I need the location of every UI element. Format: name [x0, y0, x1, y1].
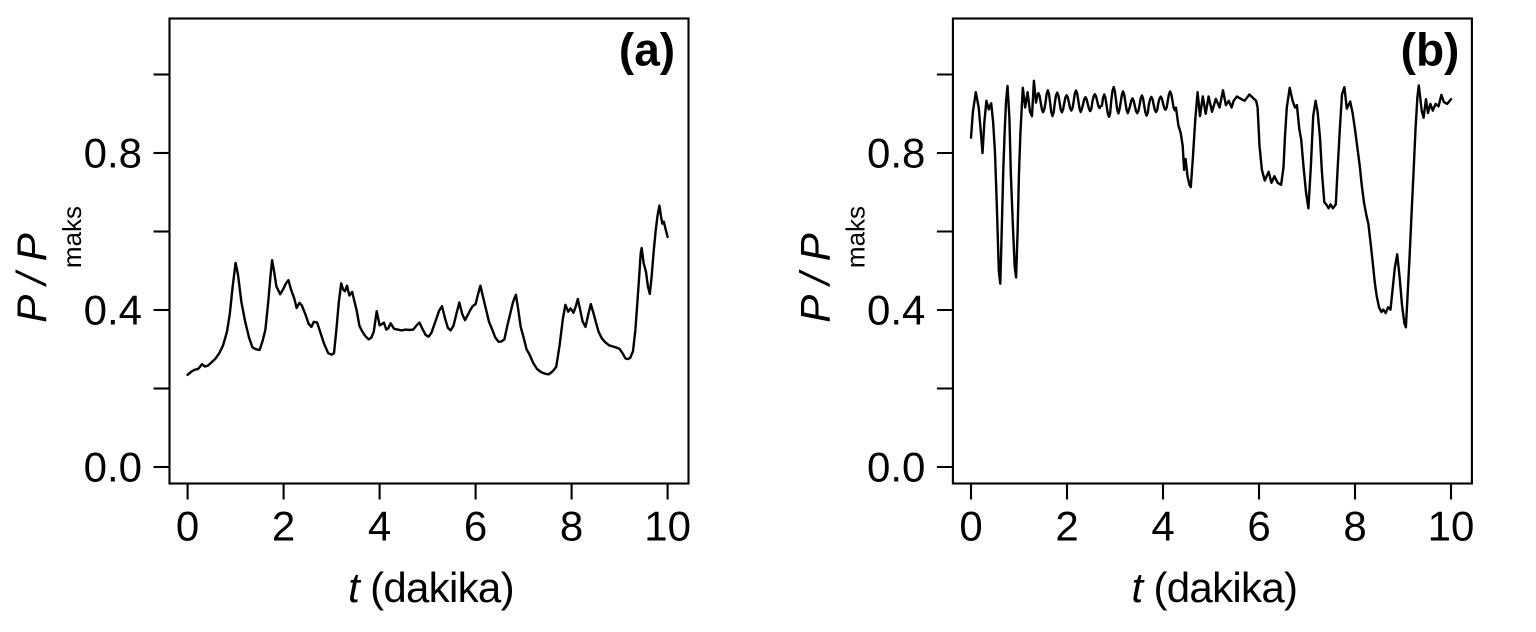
svg-text:t (dakika): t (dakika) [1132, 564, 1298, 611]
svg-text:6: 6 [464, 503, 487, 550]
svg-text:P / P: P / P [8, 233, 55, 322]
svg-text:8: 8 [560, 503, 583, 550]
svg-text:10: 10 [1428, 503, 1475, 550]
svg-text:0.8: 0.8 [84, 130, 142, 177]
svg-text:0: 0 [959, 503, 982, 550]
svg-text:2: 2 [1055, 503, 1078, 550]
svg-text:8: 8 [1343, 503, 1366, 550]
svg-text:P / P: P / P [791, 233, 838, 322]
svg-text:maks: maks [57, 206, 87, 268]
svg-text:4: 4 [1151, 503, 1174, 550]
svg-text:0.4: 0.4 [867, 287, 925, 334]
svg-text:0.8: 0.8 [867, 130, 925, 177]
svg-text:(b): (b) [1401, 23, 1460, 75]
svg-text:2: 2 [272, 503, 295, 550]
svg-text:0: 0 [176, 503, 199, 550]
svg-text:(a): (a) [619, 23, 675, 75]
svg-text:maks: maks [840, 206, 870, 268]
svg-text:0.0: 0.0 [84, 444, 142, 491]
svg-text:6: 6 [1247, 503, 1270, 550]
svg-text:0.0: 0.0 [867, 444, 925, 491]
svg-text:t (dakika): t (dakika) [348, 564, 514, 611]
svg-text:10: 10 [644, 503, 691, 550]
svg-text:0.4: 0.4 [84, 287, 142, 334]
svg-text:4: 4 [368, 503, 391, 550]
